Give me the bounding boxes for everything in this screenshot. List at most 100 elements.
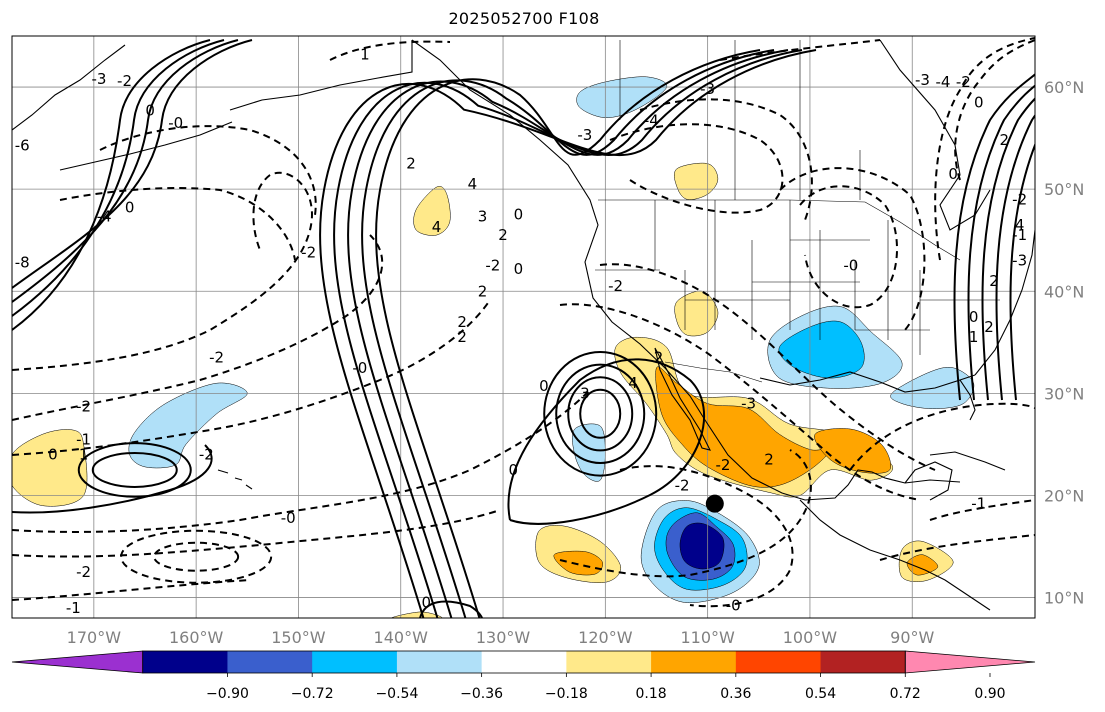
colorbar-tick-label: −0.54 [375, 686, 418, 702]
contour-line-positive [375, 49, 761, 618]
contour-line-negative [934, 37, 1035, 261]
border-us-mexico [664, 361, 763, 383]
contour-line-negative [120, 529, 273, 584]
contour-label: 1 [79, 446, 89, 464]
contour-label: -6 [15, 136, 30, 154]
contour-label: 0 [539, 377, 549, 395]
lon-tick-label: 140°W [374, 628, 429, 647]
contour-label: 0 [974, 93, 984, 111]
colorbar-segment [820, 651, 906, 673]
contour-label: -1 [1012, 226, 1027, 244]
contour-label: -0 [726, 597, 741, 615]
coastline-central-america [799, 499, 991, 611]
contour-label: 3 [580, 384, 590, 402]
lon-tick-label: 130°W [476, 628, 531, 647]
border-states-1 [595, 200, 1000, 355]
contour-label: 0 [422, 594, 432, 612]
contour-label: -2 [485, 257, 500, 275]
coastline-cuba [929, 451, 1006, 471]
colorbar-extend-high [904, 650, 1036, 674]
colorbar-tick-label: −0.18 [545, 686, 588, 702]
contour-label: 0 [145, 102, 155, 120]
contour-label: -3 [577, 126, 592, 144]
contour-label: 0 [508, 461, 518, 479]
coastline-russia [12, 44, 126, 131]
coastline-alaska [229, 40, 413, 111]
storm-center-dot [705, 494, 724, 513]
border-canada-provinces [619, 40, 861, 200]
colorbar-segment [227, 651, 313, 673]
coastline-florida [959, 379, 976, 421]
contour-label: 2 [478, 282, 488, 300]
lon-tick-label: 110°W [680, 628, 735, 647]
contour-label: -2 [675, 476, 690, 494]
shaded-region [814, 428, 892, 474]
contour-label: 2 [764, 451, 774, 469]
contour-label: -2 [716, 456, 731, 474]
contour-line-positive [953, 73, 1035, 401]
graticule [12, 36, 1035, 618]
contour-label: -3 [91, 70, 106, 88]
contour-line-positive [995, 114, 1035, 401]
contour-line-positive [507, 358, 706, 525]
contour-label: 2 [498, 226, 508, 244]
contour-label: 2 [1000, 131, 1010, 149]
contour-line-negative [12, 171, 313, 371]
contour-line-negative [329, 40, 451, 61]
contour-label: -1 [971, 495, 986, 513]
contour-line-positive [347, 49, 789, 618]
contour-label: -2 [301, 243, 316, 261]
contour-label: -3 [1012, 252, 1027, 270]
shaded-region [655, 366, 831, 488]
axis-ticks: 170°W 160°W 150°W 140°W 130°W 120°W 110°W 100°W… [67, 78, 1085, 647]
contour-label: -2 [209, 349, 224, 367]
lon-tick-label: 120°W [578, 628, 633, 647]
contour-line-negative [12, 234, 384, 421]
colorbar-tick-label: −0.72 [291, 686, 334, 702]
contour-label: -3 [741, 395, 756, 413]
contour-label: -0 [281, 509, 296, 527]
contour-label: 0 [125, 199, 135, 217]
contour-label: 4 [432, 218, 442, 236]
colorbar-tick-label: 0.54 [805, 686, 836, 702]
contour-line-negative [639, 98, 813, 221]
contour-label: 0 [48, 446, 58, 464]
contour-line-positive [12, 39, 253, 289]
contour-line-negative [559, 303, 921, 501]
contour-label: -2 [956, 73, 971, 91]
contour-label: 3 [478, 208, 488, 226]
contour-label: -0 [843, 257, 858, 275]
anomaly-shading [12, 76, 975, 618]
contour-line-negative [779, 167, 926, 331]
lon-tick-label: 170°W [67, 628, 122, 647]
contour-line-negative [12, 389, 591, 533]
contour-label: 0 [514, 260, 524, 278]
coastline-hudson [879, 39, 991, 231]
contour-label: 1 [360, 45, 370, 63]
colorbar-segment [312, 651, 398, 673]
contour-label: 2 [406, 155, 416, 173]
colorbar-segment [142, 651, 228, 673]
lat-tick-label: 50°N [1044, 180, 1084, 199]
contour-line-positive [319, 49, 817, 618]
contour-line-positive [567, 376, 634, 452]
contour-line-positive [543, 350, 658, 477]
contour-line-positive [361, 49, 775, 618]
contour-line-negative [12, 299, 491, 456]
contour-label: -0 [352, 359, 367, 377]
contour-line-negative [619, 465, 794, 608]
contour-line-positive [333, 49, 803, 618]
colorbar-tick-label: 0.18 [636, 686, 667, 702]
contour-label: 0 [514, 206, 524, 224]
contour-line-positive [12, 39, 211, 331]
contour-line-negative [609, 123, 784, 214]
contour-label: 2 [457, 328, 467, 346]
colorbar-segment [566, 651, 652, 673]
contour-line-positive [77, 442, 192, 498]
colorbar-segment [396, 651, 483, 673]
political-borders [595, 40, 1000, 383]
contour-label: -3 [700, 80, 715, 98]
colorbar-tick-label: 0.36 [720, 686, 751, 702]
coastline-hawaii [217, 469, 253, 490]
